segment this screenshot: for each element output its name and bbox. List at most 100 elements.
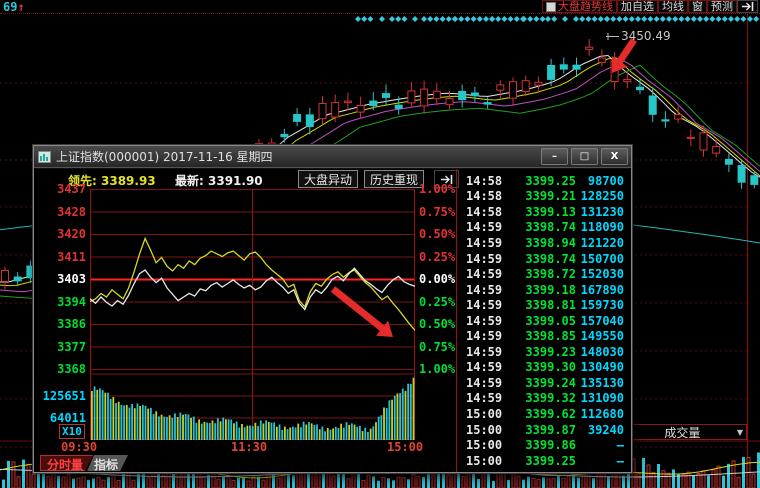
tape-row[interactable]: 14:58 3399.21 128250 [458,189,628,205]
menu-forecast[interactable]: 预测 [707,0,737,13]
tape-row[interactable]: 14:58 3399.13 131230 [458,204,628,220]
tape-time: 14:59 [466,313,503,328]
price-axis: 3437 3428 3420 3411 3403 3394 3386 3377 3368 1256… [35,169,88,449]
tape-time: 14:59 [466,267,503,282]
menu-window[interactable]: 窗 [688,0,707,13]
popup-title-bar[interactable]: 上证指数(000001) 2017-11-16 星期四 – □ X [34,146,631,168]
percent-axis-label: 0.25% [419,294,456,309]
volume-indicator-label: 成交量 [664,425,701,440]
tape-price: 3398.74 [525,251,576,266]
chevron-down-icon: ▼ [736,427,743,437]
tape-time: 14:59 [466,282,503,297]
tape-volume: 121220 [580,235,624,250]
tape-volume: 118090 [580,220,624,235]
time-axis-label: 11:30 [231,440,268,454]
percent-axis: 1.00% 0.75% 0.50% 0.25% 0.00% 0.25% 0.50% 0.75%… [417,169,465,449]
time-axis-label: 09:30 [61,440,98,454]
peak-annotation: 3450.49 [604,29,671,43]
lead-label: 领先: [68,174,97,188]
time-axis-label: 15:00 [387,440,424,454]
tape-row[interactable]: 15:00 3399.25 — [458,453,628,469]
tape-volume: 131230 [580,204,624,219]
tape-row[interactable]: 14:59 3399.24 135130 [458,375,628,391]
close-button[interactable]: X [601,148,628,165]
up-arrow-icon: ↑ [17,0,25,14]
tape-row[interactable]: 15:00 3399.62 112680 [458,406,628,422]
history-replay-button[interactable]: 历史重现 [364,170,425,188]
arrow-bar-icon [742,2,754,11]
tape-volume: 128250 [580,189,624,204]
volume-indicator-selector[interactable]: 成交量 ▼ [627,424,747,440]
price-axis-label: 3411 [57,249,86,264]
tape-price: 3398.72 [525,267,576,282]
tape-row[interactable]: 15:00 3399.86 — [458,437,628,453]
percent-axis-label: 0.00% [419,272,456,286]
peak-value: 3450.49 [621,29,671,43]
tape-time: 14:58 [466,204,503,219]
tab-intraday-volume[interactable]: 分时量 [40,455,93,471]
price-axis-label: 3437 [57,182,86,196]
tape-row[interactable]: 14:59 3399.23 148030 [458,344,628,360]
tape-volume: 157040 [580,313,624,328]
tape-time: 15:00 [466,406,503,421]
menu-more-arrow-icon[interactable] [737,0,758,13]
menu-trend-line[interactable]: 大盘趋势线 [542,0,617,13]
menu-ma-lines[interactable]: 均线 [658,0,688,13]
tape-row[interactable]: 14:59 3399.05 157040 [458,313,628,329]
tape-time: 14:58 [466,173,503,188]
time-sales-tape: 14:58 3399.25 98700 14:58 3399.21 128250 14:58… [458,173,628,468]
tape-time: 14:58 [466,189,503,204]
minimize-button[interactable]: – [541,148,568,165]
red-arrow-annotation [330,286,393,337]
tape-time: 15:00 [466,422,503,437]
tape-price: 3399.13 [525,204,576,219]
tape-row[interactable]: 14:59 3398.74 118090 [458,220,628,236]
tape-price: 3399.25 [525,453,576,468]
quote-more-arrow-icon[interactable] [434,170,459,188]
tape-volume: 148030 [580,344,624,359]
intraday-plot[interactable] [90,189,415,441]
lead-value: 3389.93 [101,174,156,188]
last-value: 3391.90 [208,174,263,188]
percent-axis-label: 0.50% [419,317,456,331]
tape-time: 15:00 [466,453,503,468]
tape-row[interactable]: 14:59 3398.94 121220 [458,235,628,251]
tape-volume: 149550 [580,329,624,344]
volume-axis-label: 64011 [49,411,86,425]
tape-price: 3398.81 [525,298,576,313]
percent-axis-label: 1.00% [419,362,456,376]
tape-row[interactable]: 14:59 3399.18 167890 [458,282,628,298]
menu-add-watchlist[interactable]: 加自选 [617,0,658,13]
tape-time: 14:59 [466,329,503,344]
tape-price: 3399.25 [525,173,576,188]
trend-checkbox[interactable] [546,1,556,12]
tape-row[interactable]: 14:58 3399.25 98700 [458,173,628,189]
tape-row[interactable]: 14:59 3399.32 131090 [458,391,628,407]
price-axis-label: 3377 [57,339,86,354]
tape-time: 14:59 [466,344,503,359]
tape-row[interactable]: 14:59 3398.72 152030 [458,266,628,282]
tape-row[interactable]: 15:00 3399.87 39240 [458,422,628,438]
tape-separator [456,169,457,472]
popup-content: 领先: 3389.93 最新: 3391.90 大盘异动 历史重现 3437 342… [35,168,630,472]
tape-row[interactable]: 14:59 3398.74 150700 [458,251,628,267]
maximize-button[interactable]: □ [571,148,598,165]
top-menu: 大盘趋势线 加自选 均线窗预测 [542,0,758,13]
tape-row[interactable]: 14:59 3398.81 159730 [458,297,628,313]
tape-price: 3399.86 [525,438,576,453]
tab-indicator[interactable]: 指标 [87,455,128,471]
tape-price: 3399.18 [525,282,576,297]
tape-time: 14:59 [466,298,503,313]
time-axis: 09:30 11:30 15:00 [35,440,423,454]
tape-price: 3399.30 [525,360,576,375]
new-high-counter: 69↑ [3,0,25,14]
tape-price: 3398.85 [525,329,576,344]
price-axis-label: 3403 [57,272,86,286]
tape-time: 14:59 [466,220,503,235]
tape-volume: 130490 [580,360,624,375]
tape-row[interactable]: 14:59 3398.85 149550 [458,328,628,344]
price-axis-label: 3386 [57,317,86,331]
market-move-button[interactable]: 大盘异动 [298,170,359,188]
tape-row[interactable]: 14:59 3399.30 130490 [458,360,628,376]
